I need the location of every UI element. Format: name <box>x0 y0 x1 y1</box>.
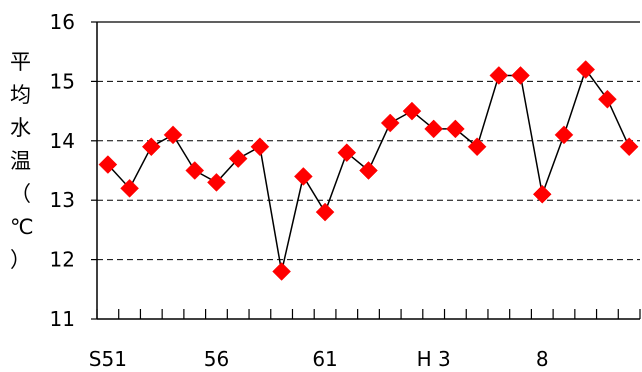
data-point <box>207 173 226 192</box>
x-tick-label: 61 <box>312 347 337 371</box>
y-axis-label-char: 均 <box>10 83 31 107</box>
y-tick-label: 11 <box>50 307 75 331</box>
data-point <box>120 178 139 198</box>
data-point <box>337 143 357 163</box>
data-point <box>446 119 465 139</box>
y-tick-label: 15 <box>50 69 75 93</box>
y-tick-label: 12 <box>50 248 75 272</box>
y-tick-label: 13 <box>50 188 75 212</box>
data-point <box>185 161 205 180</box>
y-axis-label-char: （ <box>10 182 31 206</box>
data-point <box>554 125 574 145</box>
data-point <box>576 60 596 79</box>
y-axis-label-char: ℃ <box>10 215 34 239</box>
y-axis-label-char: 水 <box>10 116 31 140</box>
data-point <box>315 202 335 222</box>
data-point <box>359 161 378 180</box>
y-tick-label: 14 <box>50 129 75 153</box>
data-point <box>141 137 161 157</box>
x-tick-labels: S51 56 61 H 3 8 <box>89 347 549 371</box>
axes <box>91 21 641 320</box>
data-point <box>380 113 400 133</box>
y-tick-label: 16 <box>50 10 75 34</box>
data-point <box>272 262 291 281</box>
y-axis-label-char: 温 <box>10 149 31 173</box>
data-point <box>598 89 617 109</box>
x-tick-label: H 3 <box>417 347 451 371</box>
data-point <box>532 184 552 204</box>
x-tick-label: S51 <box>89 347 127 371</box>
data-point <box>619 137 639 157</box>
x-tick-label: 8 <box>536 347 549 371</box>
y-axis-label-char: 平 <box>10 50 31 74</box>
series-markers <box>98 60 639 281</box>
y-tick-labels: 11 12 13 14 15 16 <box>50 10 75 331</box>
data-point <box>250 137 270 157</box>
y-axis-label-char: ） <box>10 248 31 272</box>
data-point <box>98 155 118 174</box>
data-point <box>163 125 183 145</box>
grid-lines <box>97 80 640 261</box>
data-point <box>489 66 509 85</box>
data-point <box>424 119 444 139</box>
data-point <box>402 101 422 121</box>
data-point <box>511 66 530 85</box>
x-tick-label: 56 <box>204 347 229 371</box>
data-point <box>228 149 248 168</box>
data-point <box>293 167 313 186</box>
data-point <box>467 137 487 157</box>
